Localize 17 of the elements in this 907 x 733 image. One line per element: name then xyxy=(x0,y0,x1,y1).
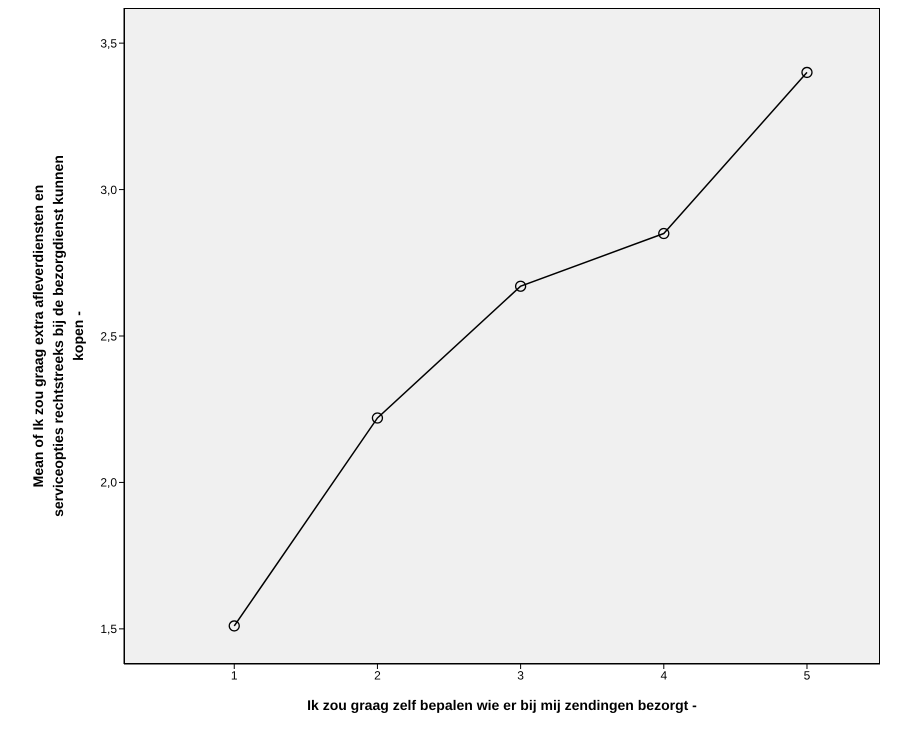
y-tick-label: 3,5 xyxy=(100,36,118,50)
x-tick-label: 1 xyxy=(230,668,238,683)
y-tick-label: 3,0 xyxy=(100,182,118,197)
point xyxy=(514,280,526,292)
x-tick-label: 3 xyxy=(517,668,524,683)
x-tick-label: 4 xyxy=(660,668,668,683)
y-tick-label: 2,0 xyxy=(100,476,118,490)
point xyxy=(228,620,240,632)
point xyxy=(658,228,670,240)
point xyxy=(801,66,813,78)
point xyxy=(372,412,384,424)
x-tick-label: 2 xyxy=(374,668,382,683)
x-tick-label: 5 xyxy=(804,668,811,683)
y-tick-label: 1,5 xyxy=(100,622,118,636)
y-tick-label: 2,5 xyxy=(100,329,118,344)
y-axis-title: Mean of Ik zou graag extra afleverdiensten en serviceopties rechtstreeks bij de bezorgdienst kunnen kopen - xyxy=(30,155,86,517)
x-axis-title: Ik zou graag zelf bepalen wie er bij mij zendingen bezorgt - xyxy=(307,697,698,713)
